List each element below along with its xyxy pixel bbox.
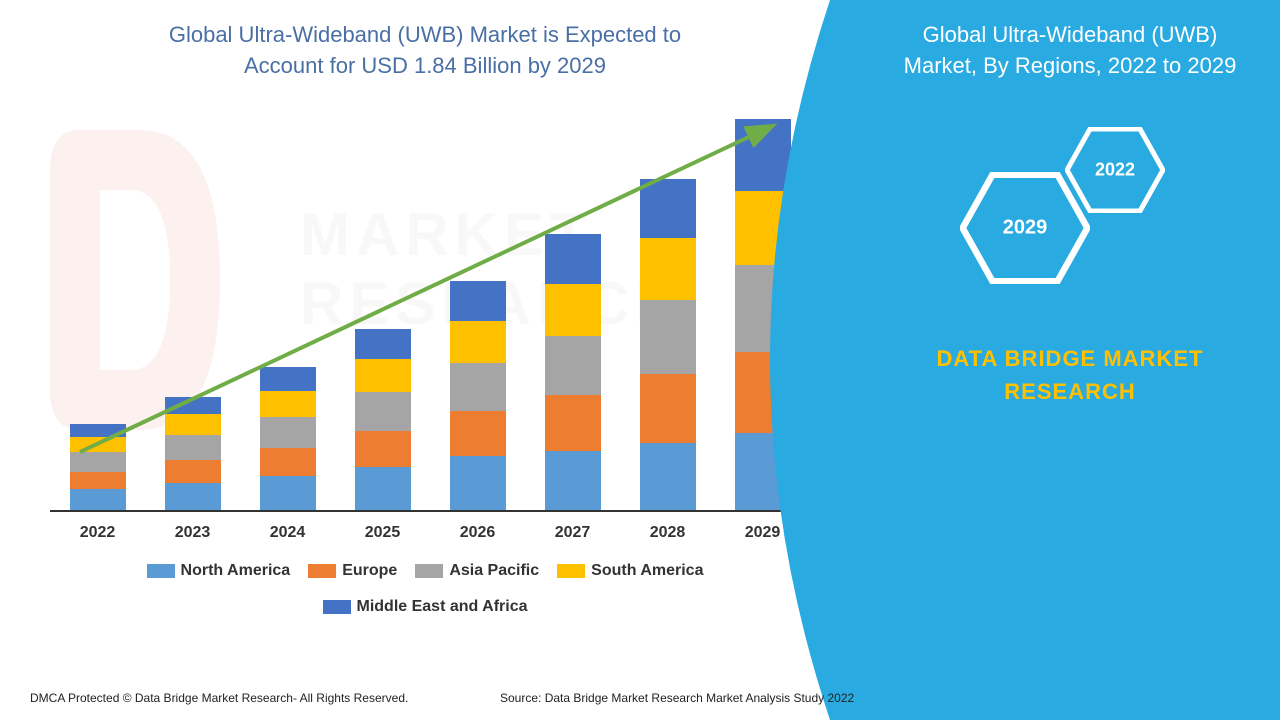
bar-segment (640, 238, 696, 300)
bar-segment (545, 234, 601, 284)
footer-left: DMCA Protected © Data Bridge Market Rese… (30, 691, 408, 705)
chart-title-line2: Account for USD 1.84 Billion by 2029 (244, 53, 606, 78)
side-content: Global Ultra-Wideband (UWB) Market, By R… (830, 0, 1280, 408)
legend-label: Asia Pacific (449, 562, 539, 580)
bar-segment (70, 452, 126, 471)
x-axis-labels: 20222023202420252026202720282029 (50, 524, 810, 542)
bar-segment (545, 395, 601, 450)
bar-segment (165, 414, 221, 435)
legend-item: Asia Pacific (415, 562, 539, 580)
bar-segment (260, 476, 316, 509)
bar-segment (355, 431, 411, 467)
bar-segment (260, 448, 316, 477)
bar-segment (640, 443, 696, 510)
legend-item: Europe (308, 562, 397, 580)
bar-stack (450, 281, 506, 510)
bar-segment (450, 363, 506, 411)
hex-outer-label: 2029 (1003, 216, 1048, 239)
x-label: 2027 (555, 524, 591, 542)
bar-segment (450, 321, 506, 363)
bar-segment (355, 359, 411, 392)
brand-text: DATA BRIDGE MARKET RESEARCH (890, 342, 1250, 408)
hex-inner: 2022 (1065, 127, 1165, 213)
bar-segment (70, 437, 126, 452)
bar-segment (260, 417, 316, 447)
bar-stack (545, 234, 601, 509)
x-label: 2024 (270, 524, 306, 542)
main-container: MARKET RESEARCH Global Ultra-Wideband (U… (0, 0, 1280, 720)
chart-title-line1: Global Ultra-Wideband (UWB) Market is Ex… (169, 22, 681, 47)
legend-swatch (323, 600, 351, 614)
x-label: 2022 (80, 524, 116, 542)
bar-segment (545, 284, 601, 336)
bar-segment (640, 374, 696, 443)
legend-label: South America (591, 562, 703, 580)
bar-segment (70, 489, 126, 510)
bar-segment (165, 435, 221, 460)
legend-label: Middle East and Africa (357, 598, 528, 616)
legend-item: North America (147, 562, 291, 580)
chart-legend: North America Europe Asia Pacific South Ame… (50, 562, 800, 616)
hex-inner-label: 2022 (1095, 159, 1135, 180)
legend-swatch (147, 564, 175, 578)
bar-segment (355, 392, 411, 430)
bar-stack (640, 179, 696, 509)
chart-panel: MARKET RESEARCH Global Ultra-Wideband (U… (0, 0, 830, 720)
bar-segment (640, 300, 696, 374)
legend-swatch (415, 564, 443, 578)
brand-line2: RESEARCH (1004, 379, 1135, 404)
bar-segment (260, 391, 316, 418)
x-label: 2026 (460, 524, 496, 542)
bar-segment (450, 411, 506, 457)
brand-line1: DATA BRIDGE MARKET (937, 346, 1204, 371)
bar-segment (70, 472, 126, 489)
legend-label: Europe (342, 562, 397, 580)
bars-container (50, 112, 810, 512)
side-panel: Global Ultra-Wideband (UWB) Market, By R… (830, 0, 1280, 720)
footer-right: Source: Data Bridge Market Research Mark… (500, 691, 854, 705)
legend-swatch (308, 564, 336, 578)
bar-segment (450, 456, 506, 509)
chart-area: 20222023202420252026202720282029 (50, 112, 810, 542)
bar-segment (355, 467, 411, 510)
x-label: 2025 (365, 524, 401, 542)
bar-segment (165, 460, 221, 483)
bar-segment (260, 367, 316, 391)
chart-title: Global Ultra-Wideband (UWB) Market is Ex… (50, 20, 800, 82)
bar-segment (165, 483, 221, 510)
legend-swatch (557, 564, 585, 578)
hex-container: 2029 2022 (960, 122, 1180, 302)
legend-label: North America (181, 562, 291, 580)
bar-stack (355, 329, 411, 510)
bar-segment (165, 397, 221, 414)
bar-segment (545, 451, 601, 510)
bar-segment (640, 179, 696, 238)
bar-stack (70, 424, 126, 510)
x-label: 2023 (175, 524, 211, 542)
bar-segment (450, 281, 506, 321)
legend-item: South America (557, 562, 703, 580)
bar-segment (70, 424, 126, 437)
bar-stack (165, 397, 221, 509)
side-title: Global Ultra-Wideband (UWB) Market, By R… (890, 20, 1250, 82)
bar-segment (355, 329, 411, 359)
bar-stack (260, 367, 316, 510)
x-label: 2028 (650, 524, 686, 542)
legend-item: Middle East and Africa (323, 598, 528, 616)
bar-segment (545, 336, 601, 395)
